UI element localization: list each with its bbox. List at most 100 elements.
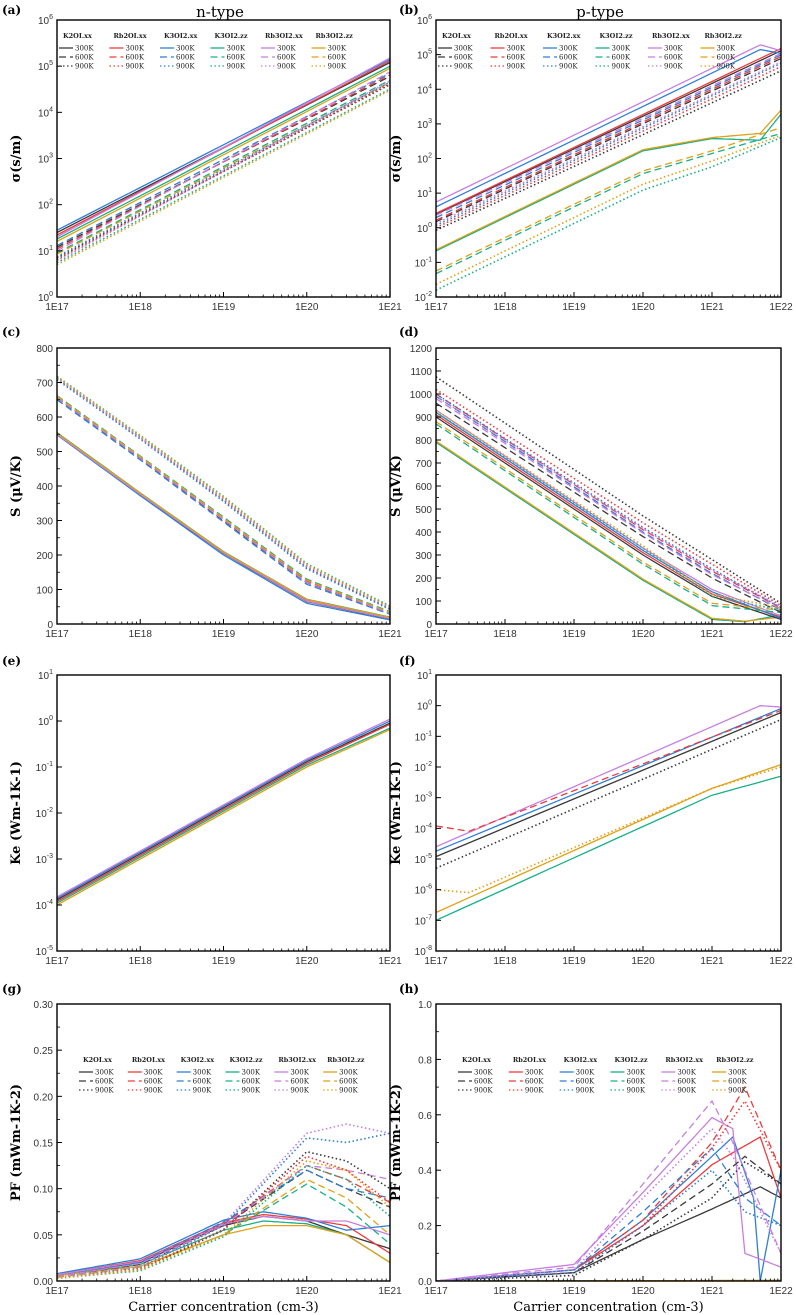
plot-frame — [435, 1003, 782, 1282]
legend-header: K3OI2.zz — [215, 32, 248, 40]
y-tick-label: 106 — [417, 14, 432, 27]
x-tick-label: 1E20 — [631, 956, 655, 967]
legend-temperature: 600K — [144, 1078, 163, 1086]
legend-temperature: 300K — [474, 1069, 493, 1077]
x-tick-label: 1E21 — [700, 629, 724, 640]
series-group — [436, 1085, 781, 1281]
legend-temperature: 300K — [242, 1069, 261, 1077]
series-line-K3OI2-zz-300K — [57, 65, 390, 240]
series-line-K3OI2-zz-900K — [57, 88, 390, 264]
y-tick-label: 100 — [417, 222, 432, 235]
series-line-K2OI-xx-900K — [436, 718, 781, 869]
series-line-K2OI-xx-900K — [57, 1150, 390, 1279]
legend-temperature: 900K — [290, 1087, 309, 1095]
series-line-Rb2OI-xx-900K — [57, 1155, 390, 1279]
series-line-Rb2OI-xx-600K — [57, 396, 390, 614]
legend-temperature: 900K — [144, 1087, 163, 1095]
y-tick-label: 0.15 — [34, 1139, 54, 1150]
series-line-Rb3OI2-xx-900K — [57, 80, 390, 262]
panel-letter: (a) — [2, 3, 21, 17]
series-line-K3OI2-xx-600K — [57, 399, 390, 615]
legend-temperature: 300K — [95, 1069, 114, 1077]
series-line-Rb3OI2-xx-300K — [436, 1116, 781, 1281]
x-tick-label: 1E21 — [378, 1286, 402, 1297]
legend-temperature: 300K — [612, 45, 631, 53]
y-tick-label: 106 — [38, 14, 53, 27]
series-line-K2OI-xx-900K — [436, 376, 781, 604]
y-tick-label: 10-1 — [36, 761, 53, 774]
series-line-K3OI2-zz-300K — [57, 431, 390, 618]
series-line-Rb3OI2-xx-900K — [57, 1123, 390, 1279]
series-line-Rb3OI2-zz-300K — [436, 109, 781, 251]
x-tick-label: 1E18 — [493, 1286, 517, 1297]
series-line-K3OI2-xx-300K — [57, 720, 390, 899]
series-line-Rb3OI2-xx-900K — [436, 1127, 781, 1281]
x-tick-label: 1E17 — [45, 629, 69, 640]
y-tick-label: 0.00 — [34, 1277, 54, 1288]
y-axis-label: S (μV/K) — [389, 455, 404, 517]
y-tick-label: 900 — [415, 413, 432, 424]
series-line-Rb2OI-xx-900K — [436, 388, 781, 607]
x-tick-label: 1E17 — [424, 956, 448, 967]
x-tick-label: 1E17 — [45, 956, 69, 967]
series-line-K2OI-xx-600K — [436, 57, 781, 223]
series-line-Rb2OI-xx-300K — [57, 433, 390, 619]
x-tick-label: 1E21 — [700, 302, 724, 313]
x-axis-label: Carrier concentration (cm-3) — [513, 1300, 703, 1315]
legend-header: Rb2OI.xx — [132, 1056, 165, 1064]
legend-header: Rb3OI2.xx — [652, 32, 690, 40]
x-tick-label: 1E20 — [295, 956, 319, 967]
y-tick-label: 10-7 — [415, 914, 432, 927]
legend: K2OI.xx300K600K900KRb2OI.xx300K600K900KK… — [438, 32, 742, 71]
x-tick-label: 1E21 — [378, 629, 402, 640]
series-line-Rb3OI2-zz-600K — [57, 395, 390, 613]
y-tick-label: 102 — [417, 153, 432, 166]
series-line-Rb3OI2-xx-300K — [57, 433, 390, 620]
y-tick-label: 0.20 — [34, 1092, 54, 1103]
series-line-Rb3OI2-zz-600K — [436, 126, 781, 272]
legend-temperature: 900K — [525, 1087, 544, 1095]
legend-header: K2OI.xx — [63, 32, 92, 40]
series-line-Rb3OI2-zz-300K — [57, 432, 390, 619]
y-tick-label: 10-1 — [415, 256, 432, 269]
panel-g: (g) 1E17 1E18 1E19 1E20 1E21 0.00 0.05 0.10 0.15 0… — [2, 982, 402, 1315]
x-tick-label: 1E19 — [212, 302, 236, 313]
x-tick-label: 1E21 — [378, 956, 402, 967]
series-line-K2OI-xx-600K — [57, 397, 390, 615]
legend-temperature: 900K — [507, 63, 526, 71]
y-tick-label: 0 — [426, 620, 432, 631]
y-axis-label: Ke (Wm-1K-1) — [9, 761, 24, 865]
series-line-Rb3OI2-xx-300K — [57, 57, 390, 238]
y-tick-label: 0.25 — [34, 1046, 54, 1057]
legend-temperature: 600K — [664, 54, 683, 62]
panel-letter: (f) — [399, 654, 416, 668]
legend: K2OI.xx300K600K900KRb2OI.xx300K600K900KK… — [79, 1056, 365, 1095]
y-tick-label: 500 — [415, 505, 432, 516]
legend-temperature: 300K — [290, 1069, 309, 1077]
y-tick-label: 10-1 — [415, 730, 432, 743]
x-tick-label: 1E19 — [212, 629, 236, 640]
series-line-K3OI2-xx-900K — [57, 81, 390, 258]
legend-header: Rb3OI2.zz — [705, 32, 743, 40]
x-tick-label: 1E18 — [129, 956, 153, 967]
legend-temperature: 900K — [454, 63, 473, 71]
legend-header: K3OI2.xx — [547, 32, 581, 40]
x-tick-label: 1E18 — [129, 302, 153, 313]
x-tick-label: 1E22 — [769, 629, 793, 640]
legend-temperature: 600K — [677, 1078, 696, 1086]
legend-temperature: 300K — [328, 45, 347, 53]
legend-temperature: 300K — [193, 1069, 212, 1077]
series-line-Rb3OI2-xx-600K — [57, 397, 390, 614]
series-line-K3OI2-xx-300K — [57, 434, 390, 621]
x-tick-label: 1E19 — [212, 1286, 236, 1297]
legend-temperature: 300K — [75, 45, 94, 53]
series-line-Rb2OI-xx-600K — [436, 709, 781, 832]
series-line-K2OI-xx-900K — [436, 70, 781, 232]
legend-header: K2OI.xx — [462, 1056, 491, 1064]
legend-header: K3OI2.zz — [600, 32, 633, 40]
legend-temperature: 300K — [176, 45, 195, 53]
panel-letter: (h) — [399, 982, 419, 996]
legend-temperature: 600K — [242, 1078, 261, 1086]
series-line-Rb3OI2-xx-900K — [436, 395, 781, 608]
legend-header: Rb2OI.xx — [495, 32, 528, 40]
